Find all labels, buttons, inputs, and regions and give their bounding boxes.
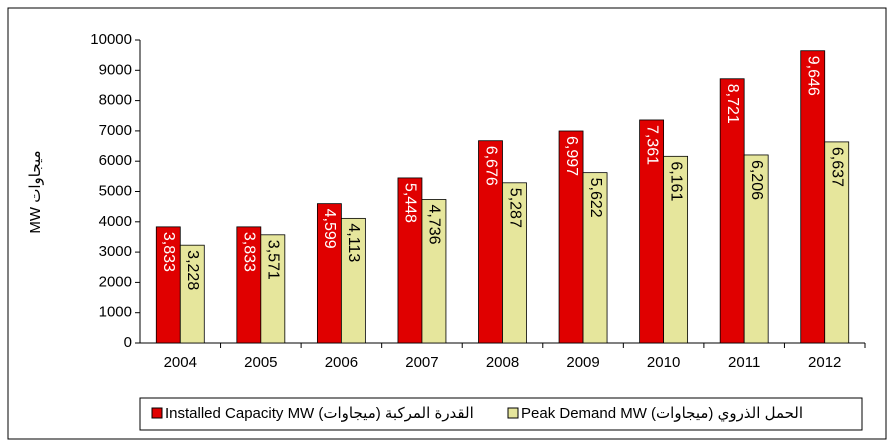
data-label: 6,161 xyxy=(667,161,684,201)
x-tick-label: 2005 xyxy=(244,354,277,371)
data-label: 6,997 xyxy=(563,136,580,176)
y-tick-label: 10000 xyxy=(90,31,132,48)
x-tick-label: 2007 xyxy=(405,354,438,371)
data-label: 5,287 xyxy=(506,188,523,228)
bar xyxy=(340,217,366,344)
data-label: 6,676 xyxy=(482,146,499,186)
bar xyxy=(639,119,665,344)
bar xyxy=(260,234,286,344)
data-label: 3,228 xyxy=(184,250,201,290)
bar xyxy=(743,154,769,344)
bar xyxy=(478,140,503,344)
y-tick-label: 4000 xyxy=(99,213,132,230)
data-label: 3,833 xyxy=(160,232,177,272)
y-axis-label: MW ميجاوات xyxy=(27,150,44,233)
data-label: 9,646 xyxy=(804,56,821,96)
bar xyxy=(236,226,262,344)
bar xyxy=(582,172,608,344)
bar xyxy=(421,199,447,344)
legend-box xyxy=(139,397,863,431)
legend-label: Installed Capacity MW القدرة المركبة (مي… xyxy=(165,405,474,422)
legend-swatch xyxy=(507,407,519,419)
x-tick-label: 2004 xyxy=(164,354,197,371)
x-tick-label: 2011 xyxy=(728,354,760,371)
legend-swatch xyxy=(151,407,163,419)
bar xyxy=(179,244,205,344)
data-label: 5,622 xyxy=(587,178,604,218)
data-label: 4,736 xyxy=(426,204,443,244)
data-label: 5,448 xyxy=(402,183,419,223)
x-tick-label: 2009 xyxy=(566,354,599,371)
y-tick-label: 5000 xyxy=(99,182,132,199)
bar xyxy=(719,78,745,344)
y-tick-label: 0 xyxy=(124,334,132,351)
y-tick-label: 6000 xyxy=(99,152,132,169)
data-label: 4,113 xyxy=(345,223,362,262)
bar xyxy=(316,203,342,344)
bar xyxy=(502,182,527,344)
data-label: 7,361 xyxy=(643,125,660,165)
bar xyxy=(800,50,826,344)
data-label: 6,206 xyxy=(748,160,765,200)
y-tick-label: 3000 xyxy=(99,243,132,260)
data-label: 4,599 xyxy=(321,209,338,249)
legend-label: Peak Demand MW (ميجاوات) الحمل الذروي xyxy=(521,405,803,423)
y-tick-label: 2000 xyxy=(99,273,132,290)
data-label: 3,833 xyxy=(241,232,258,272)
y-tick-label: 9000 xyxy=(99,61,132,78)
bar xyxy=(824,141,850,344)
bar xyxy=(663,155,689,344)
data-label: 8,721 xyxy=(724,84,741,124)
data-label: 6,637 xyxy=(828,147,845,187)
y-tick-label: 1000 xyxy=(99,304,132,321)
x-tick-label: 2012 xyxy=(808,354,841,371)
bar xyxy=(397,177,423,344)
y-tick-label: 7000 xyxy=(99,122,132,139)
data-label: 3,571 xyxy=(265,240,282,280)
x-tick-label: 2008 xyxy=(486,354,519,371)
y-tick-label: 8000 xyxy=(99,92,132,109)
x-tick-label: 2006 xyxy=(325,354,358,371)
x-tick-label: 2010 xyxy=(647,354,680,371)
